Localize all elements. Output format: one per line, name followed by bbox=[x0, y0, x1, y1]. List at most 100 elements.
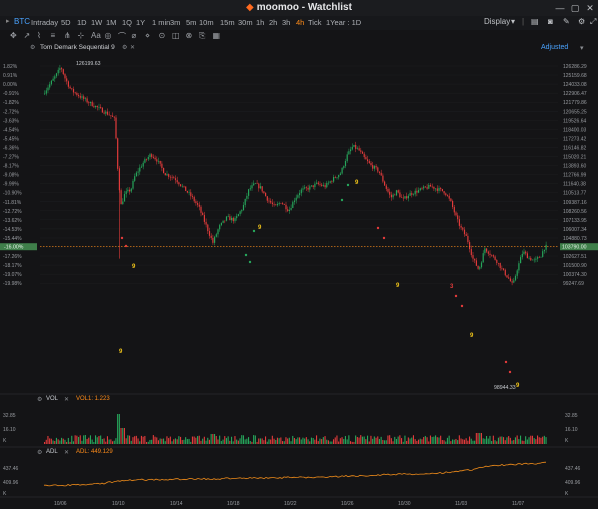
close-button[interactable]: ✕ bbox=[586, 3, 594, 13]
drawing-tool-icon[interactable]: ⎘ bbox=[199, 31, 206, 40]
volume-bar bbox=[127, 435, 129, 444]
camera-icon[interactable]: ◙ bbox=[548, 17, 553, 26]
current-price-badge bbox=[560, 243, 598, 251]
symbol-label[interactable]: BTC bbox=[14, 17, 30, 26]
volume-bar bbox=[465, 438, 467, 444]
volume-bar bbox=[57, 439, 59, 444]
settings-icon[interactable]: ⚙ bbox=[578, 17, 586, 26]
candle-body bbox=[54, 76, 56, 79]
period-tab[interactable]: 1 min bbox=[152, 18, 171, 27]
period-tab[interactable]: 1D bbox=[77, 18, 87, 27]
indicator-name[interactable]: Tom Demark Sequential 9 bbox=[40, 44, 115, 51]
adl-settings-icon[interactable]: ⚙ bbox=[37, 450, 43, 456]
display-button[interactable]: Display bbox=[484, 17, 511, 26]
td-marker bbox=[124, 244, 128, 248]
drawing-tool-icon[interactable]: ◎ bbox=[104, 31, 112, 40]
period-tab[interactable]: 1W bbox=[91, 18, 103, 27]
volume-bar bbox=[72, 441, 74, 444]
candle-body bbox=[174, 178, 177, 181]
period-tab[interactable]: 3h bbox=[282, 18, 291, 27]
adl-close-icon[interactable]: ✕ bbox=[64, 450, 70, 456]
adjusted-caret-icon[interactable]: ▾ bbox=[580, 45, 584, 52]
drawing-tool-icon[interactable]: ≡ bbox=[50, 31, 56, 40]
drawing-tool-icon[interactable]: ⌒ bbox=[118, 32, 126, 41]
candle-body bbox=[198, 204, 200, 207]
candle-body bbox=[316, 182, 318, 184]
candle-body bbox=[154, 157, 156, 160]
volume-bar bbox=[309, 441, 311, 444]
drawing-tool-icon[interactable]: ⋔ bbox=[64, 31, 71, 40]
adjusted-toggle[interactable]: Adjusted bbox=[541, 44, 569, 51]
volume-bar bbox=[270, 439, 272, 444]
volume-bar bbox=[193, 436, 195, 444]
vol-tick-left: K bbox=[3, 438, 7, 444]
candle-body bbox=[74, 92, 76, 94]
period-tab[interactable]: 1h bbox=[256, 18, 265, 27]
volume-bar bbox=[438, 437, 440, 444]
candle-body bbox=[438, 188, 440, 191]
candle-body bbox=[185, 186, 187, 192]
candle-body bbox=[215, 234, 217, 237]
volume-bar bbox=[108, 439, 110, 444]
period-tab[interactable]: 2h bbox=[269, 18, 278, 27]
period-tab[interactable]: 1Q bbox=[122, 18, 133, 27]
vol-tick-left: 32.85 bbox=[3, 413, 16, 419]
volume-bar bbox=[531, 435, 533, 444]
drawing-tool-icon[interactable]: ⊹ bbox=[77, 31, 85, 40]
drawing-tool-icon[interactable]: ✥ bbox=[10, 31, 17, 40]
volume-bar bbox=[176, 439, 178, 444]
candle-body bbox=[176, 180, 178, 183]
drawing-tool-icon[interactable]: ◫ bbox=[172, 31, 180, 40]
period-tab[interactable]: Intraday bbox=[31, 18, 59, 27]
moomoo-logo-icon: ◆ bbox=[246, 2, 254, 13]
period-tab[interactable]: 15m bbox=[220, 18, 235, 27]
volume-bar bbox=[78, 436, 80, 444]
adl-label: ADL bbox=[46, 449, 58, 455]
drawing-tool-icon[interactable]: ⋄ bbox=[145, 31, 151, 40]
indicator-close-icon[interactable]: ✕ bbox=[130, 45, 136, 51]
period-tab[interactable]: 30m bbox=[238, 18, 253, 27]
volume-bar bbox=[368, 441, 370, 444]
volume-bar bbox=[319, 438, 321, 444]
drawing-tool-icon[interactable]: Aa bbox=[91, 31, 101, 40]
chart-settings-icon[interactable]: ⚙ bbox=[30, 45, 36, 51]
period-tab[interactable]: 1Year : 1D bbox=[326, 18, 362, 27]
candle-body bbox=[169, 176, 171, 178]
price-tick: 111640.38 bbox=[563, 182, 586, 188]
layout-icon[interactable]: ▤ bbox=[531, 17, 539, 26]
adl-value: ADL: 449.129 bbox=[76, 449, 113, 455]
drawing-tool-icon[interactable]: ▦ bbox=[212, 31, 221, 40]
period-tab[interactable]: 4h bbox=[296, 18, 305, 27]
volume-bar bbox=[409, 438, 411, 444]
candle-body bbox=[487, 251, 489, 254]
drawing-tool-icon[interactable]: ⊗ bbox=[185, 31, 193, 40]
candle-body bbox=[441, 188, 443, 192]
indicator-settings-icon[interactable]: ⚙ bbox=[122, 45, 128, 51]
period-tab[interactable]: 3m bbox=[170, 18, 181, 27]
period-tab[interactable]: 1Y bbox=[136, 18, 146, 27]
drawing-tool-icon[interactable]: ↗ bbox=[23, 31, 31, 40]
symbol-caret-icon[interactable]: ▸ bbox=[6, 18, 10, 25]
period-tab[interactable]: Tick bbox=[308, 18, 322, 27]
vol-close-icon[interactable]: ✕ bbox=[64, 397, 70, 403]
minimize-button[interactable]: — bbox=[555, 3, 565, 13]
expand-icon[interactable]: ⤢ bbox=[590, 17, 597, 26]
volume-bar bbox=[429, 435, 431, 444]
drawing-tool-icon[interactable]: ⌀ bbox=[131, 31, 137, 40]
volume-bar bbox=[71, 435, 73, 444]
period-tab[interactable]: 10m bbox=[199, 18, 214, 27]
edit-icon[interactable]: ✎ bbox=[563, 17, 570, 26]
period-tab[interactable]: 1M bbox=[106, 18, 117, 27]
maximize-button[interactable]: ▢ bbox=[570, 3, 580, 13]
drawing-tool-icon[interactable]: ⊙ bbox=[158, 31, 166, 40]
drawing-tool-icon[interactable]: ⌇ bbox=[37, 31, 41, 40]
display-caret-icon[interactable]: ▾ bbox=[511, 17, 516, 26]
period-tab[interactable]: 5m bbox=[186, 18, 197, 27]
volume-bar bbox=[47, 435, 49, 444]
period-tab[interactable]: 5D bbox=[61, 18, 71, 27]
candle-body bbox=[360, 150, 362, 152]
candle-body bbox=[480, 262, 483, 268]
volume-bar bbox=[424, 435, 426, 444]
vol-settings-icon[interactable]: ⚙ bbox=[37, 397, 43, 403]
